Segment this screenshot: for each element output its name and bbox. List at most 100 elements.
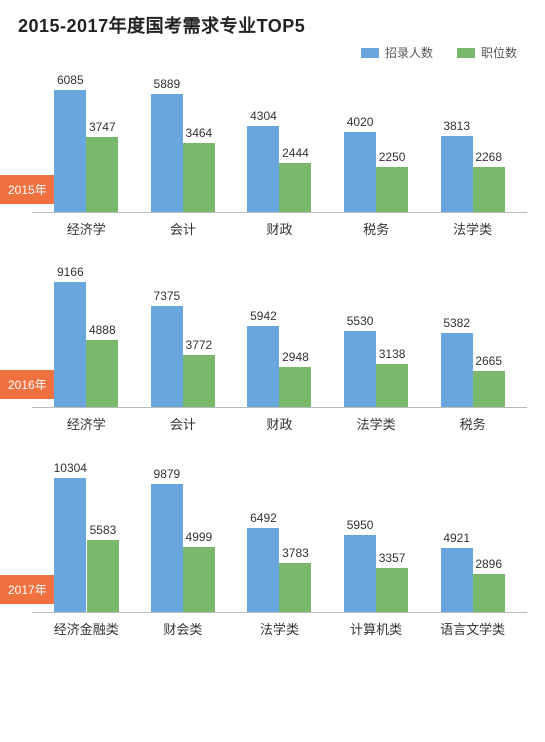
- bar-value-recruit: 4020: [347, 115, 374, 129]
- bar-group: 38132268: [424, 119, 521, 212]
- bar-positions: [473, 371, 505, 407]
- x-label: 财会类: [135, 619, 232, 638]
- bar-value-recruit: 9879: [154, 467, 181, 481]
- x-label: 语言文学类: [424, 619, 521, 638]
- bar-value-recruit: 9166: [57, 265, 84, 279]
- bar-value-positions: 3464: [186, 126, 213, 140]
- bar-group: 60853747: [38, 73, 135, 212]
- bar-wrap-positions: 3464: [183, 126, 215, 212]
- bar-positions: [376, 568, 408, 612]
- bar-wrap-recruit: 5382: [441, 316, 473, 407]
- bar-wrap-recruit: 4304: [247, 109, 279, 212]
- bar-value-positions: 2896: [475, 557, 502, 571]
- bar-value-positions: 3783: [282, 546, 309, 560]
- bar-wrap-recruit: 5950: [344, 518, 376, 612]
- legend: 招录人数 职位数: [18, 44, 527, 61]
- bar-wrap-recruit: 7375: [151, 289, 183, 407]
- bar-wrap-recruit: 3813: [441, 119, 473, 212]
- bar-wrap-recruit: 5942: [247, 309, 279, 407]
- bar-positions: [279, 367, 311, 407]
- bar-wrap-positions: 2948: [279, 350, 311, 407]
- plot-area: 9166488873753772594229485530313853822665: [32, 258, 527, 408]
- bar-wrap-positions: 2268: [473, 150, 505, 212]
- bar-value-recruit: 4921: [443, 531, 470, 545]
- legend-label-positions: 职位数: [481, 44, 517, 61]
- bar-group: 103045583: [38, 461, 135, 612]
- x-label: 法学类: [231, 619, 328, 638]
- plot-area: 1030455839879499964923783595033574921289…: [32, 453, 527, 613]
- bar-wrap-positions: 3783: [279, 546, 311, 612]
- bar-wrap-positions: 3772: [183, 338, 215, 407]
- legend-swatch-positions: [457, 48, 475, 58]
- bar-group: 5942 2948: [231, 309, 328, 407]
- legend-item-recruit: 招录人数: [361, 44, 433, 61]
- bar-positions: [473, 574, 505, 612]
- bar-wrap-recruit: 10304: [54, 461, 87, 612]
- bar-wrap-recruit: 5530: [344, 314, 376, 407]
- plot-area: 6085374758893464430424444020225038132268: [32, 63, 527, 213]
- bar-wrap-positions: 3747: [86, 120, 118, 212]
- bar-positions: [376, 167, 408, 212]
- bar-group: 53822665: [424, 316, 521, 407]
- bar-group: 73753772: [135, 289, 232, 407]
- bar-wrap-positions: 5583: [87, 523, 119, 612]
- bar-value-positions: 2948: [282, 350, 309, 364]
- x-label: 财政: [231, 219, 328, 238]
- x-label: 会计: [135, 219, 232, 238]
- chart-2017年: 2017年10304558398794999649237835950335749…: [18, 453, 527, 638]
- bar-group: 5889 3464: [135, 77, 232, 212]
- bar-value-positions: 2665: [475, 354, 502, 368]
- bar-recruit: [247, 126, 279, 212]
- bar-group: 9166 4888: [38, 265, 135, 407]
- bar-group: 55303138: [328, 314, 425, 407]
- bar-positions: [183, 547, 215, 612]
- legend-label-recruit: 招录人数: [385, 44, 433, 61]
- bar-recruit: [441, 333, 473, 407]
- bar-recruit: [441, 136, 473, 212]
- bar-positions: [376, 364, 408, 407]
- bar-recruit: [344, 331, 376, 407]
- charts-container: 2015年60853747588934644304244440202250381…: [18, 63, 527, 638]
- bar-wrap-positions: 2896: [473, 557, 505, 612]
- bar-value-recruit: 5530: [347, 314, 374, 328]
- bar-wrap-positions: 4888: [86, 323, 118, 407]
- x-label: 税务: [424, 414, 521, 433]
- bar-value-positions: 2268: [475, 150, 502, 164]
- bar-recruit: [151, 94, 183, 212]
- legend-item-positions: 职位数: [457, 44, 517, 61]
- x-axis-labels: 经济学会计财政法学类税务: [32, 408, 527, 433]
- bar-recruit: [151, 484, 183, 612]
- bar-wrap-recruit: 4020: [344, 115, 376, 212]
- x-label: 法学类: [424, 219, 521, 238]
- bar-positions: [279, 563, 311, 612]
- bar-recruit: [247, 326, 279, 407]
- x-label: 会计: [135, 414, 232, 433]
- bar-group: 4304 2444: [231, 109, 328, 212]
- bar-recruit: [247, 528, 279, 612]
- bar-group: 98794999: [135, 467, 232, 612]
- bar-positions: [279, 163, 311, 212]
- bar-value-recruit: 5889: [154, 77, 181, 91]
- bar-recruit: [54, 282, 86, 407]
- x-axis-labels: 经济金融类财会类法学类计算机类语言文学类: [32, 613, 527, 638]
- bar-wrap-recruit: 5889: [151, 77, 183, 212]
- bar-value-recruit: 5950: [347, 518, 374, 532]
- bar-group: 64923783: [231, 511, 328, 612]
- bar-value-positions: 2444: [282, 146, 309, 160]
- bar-recruit: [344, 132, 376, 212]
- bar-recruit: [54, 478, 86, 612]
- bar-value-recruit: 4304: [250, 109, 277, 123]
- bar-wrap-recruit: 6492: [247, 511, 279, 612]
- x-label: 经济学: [38, 219, 135, 238]
- x-label: 法学类: [328, 414, 425, 433]
- bar-value-positions: 5583: [90, 523, 117, 537]
- bar-positions: [86, 137, 118, 212]
- x-label: 财政: [231, 414, 328, 433]
- bar-group: 40202250: [328, 115, 425, 212]
- x-axis-labels: 经济学会计财政税务法学类: [32, 213, 527, 238]
- bar-wrap-positions: 2665: [473, 354, 505, 407]
- bar-recruit: [441, 548, 473, 612]
- chart-2015年: 2015年60853747588934644304244440202250381…: [18, 63, 527, 238]
- bar-value-recruit: 5942: [250, 309, 277, 323]
- bar-value-positions: 3772: [186, 338, 213, 352]
